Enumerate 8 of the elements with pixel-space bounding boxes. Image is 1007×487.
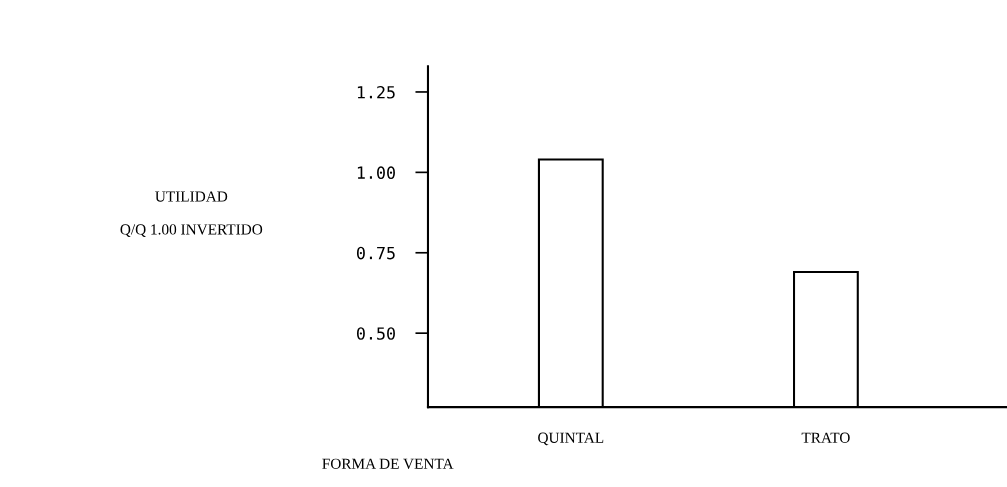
y-tick-label: 1.25 — [357, 85, 395, 99]
x-tick-label: QUINTAL — [538, 432, 604, 446]
y-tick-label: 0.75 — [356, 246, 395, 260]
x-tick-label: TRATO — [801, 432, 850, 443]
x-axis-title: FORMA DE VENTA — [322, 458, 454, 469]
y-tick-label: 1.00 — [357, 166, 395, 179]
y-tick-label: 0.50 — [356, 327, 395, 340]
text: UTILIDAD Q/Q 1.00 INVERTIDO — [120, 191, 263, 237]
